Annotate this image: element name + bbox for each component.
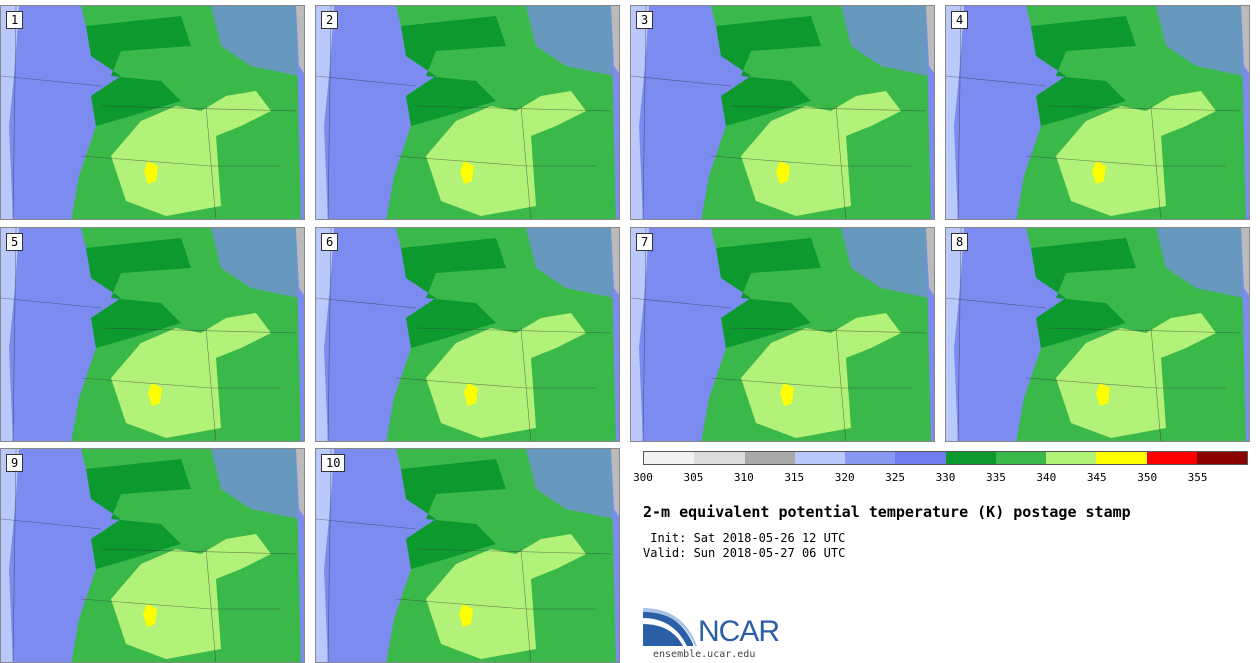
logo-url[interactable]: ensemble.ucar.edu: [653, 649, 756, 660]
colorbar-tick-label: 310: [733, 471, 754, 484]
colorbar-segment: [845, 452, 896, 464]
colorbar-segment: [1046, 452, 1097, 464]
colorbar-segment: [1096, 452, 1147, 464]
colorbar-tick-label: 345: [1086, 471, 1107, 484]
colorbar-tick-label: 340: [1036, 471, 1057, 484]
colorbar-segment: [945, 452, 996, 464]
colorbar-segment: [644, 452, 695, 464]
stamp-panel-2[interactable]: 2: [315, 5, 620, 220]
stamp-panel-7[interactable]: 7: [630, 227, 935, 442]
stamp-number: 6: [321, 233, 339, 251]
colorbar-segment: [995, 452, 1046, 464]
stamp-number: 7: [636, 233, 654, 251]
colorbar-tick-label: 355: [1187, 471, 1208, 484]
colorbar-tick-label: 325: [885, 471, 906, 484]
stamp-number: 10: [321, 454, 346, 472]
stamp-number: 2: [321, 11, 339, 29]
stamp-panel-8[interactable]: 8: [945, 227, 1250, 442]
stamp-number: 3: [636, 11, 654, 29]
stamp-number: 9: [6, 454, 24, 472]
colorbar-tick-label: 315: [784, 471, 805, 484]
stamp-panel-1[interactable]: 1: [0, 5, 305, 220]
logo-name: NCAR: [698, 615, 780, 648]
colorbar-tick-label: 320: [834, 471, 855, 484]
stamp-panel-3[interactable]: 3: [630, 5, 935, 220]
colorbar: [643, 451, 1248, 465]
ncar-logo-icon: [643, 608, 697, 646]
page-title: 2-m equivalent potential temperature (K)…: [643, 503, 1131, 521]
stamp-number: 5: [6, 233, 24, 251]
colorbar-tick-label: 350: [1137, 471, 1158, 484]
colorbar-tick-label: 300: [633, 471, 653, 484]
colorbar-segment: [794, 452, 845, 464]
stamp-number: 4: [951, 11, 969, 29]
colorbar-segment: [744, 452, 795, 464]
colorbar-segment: [895, 452, 946, 464]
stamp-panel-5[interactable]: 5: [0, 227, 305, 442]
stamp-panel-10[interactable]: 10: [315, 448, 620, 663]
colorbar-segment: [694, 452, 745, 464]
colorbar-segment: [1196, 452, 1247, 464]
init-time: Init: Sat 2018-05-26 12 UTC: [643, 531, 846, 545]
colorbar-tick-label: 335: [985, 471, 1006, 484]
stamp-number: 8: [951, 233, 969, 251]
colorbar-tick-label: 330: [935, 471, 956, 484]
stamp-number: 1: [6, 11, 24, 29]
colorbar-tick-label: 305: [683, 471, 704, 484]
colorbar-segment: [1146, 452, 1197, 464]
valid-time: Valid: Sun 2018-05-27 06 UTC: [643, 546, 846, 560]
stamp-panel-9[interactable]: 9: [0, 448, 305, 663]
stamp-panel-6[interactable]: 6: [315, 227, 620, 442]
stamp-panel-4[interactable]: 4: [945, 5, 1250, 220]
